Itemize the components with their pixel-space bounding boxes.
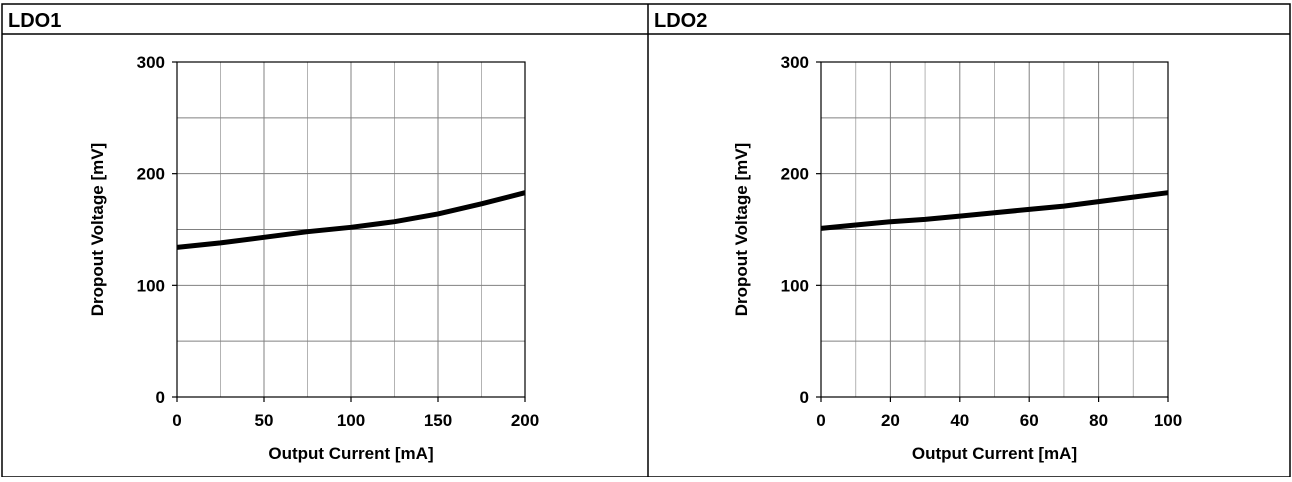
y-tick-label: 300 bbox=[137, 53, 165, 72]
chart-ldo1: 0 50 100 150 200 0 100 200 300 Output Current [mA… bbox=[88, 53, 539, 463]
panel-title-ldo1: LDO1 bbox=[8, 10, 61, 32]
x-tick-label: 20 bbox=[881, 411, 900, 430]
y-tick-label: 200 bbox=[781, 165, 809, 184]
y-tick-label: 100 bbox=[781, 276, 809, 295]
dropout-voltage-line bbox=[176, 190, 526, 250]
plot-area-border bbox=[820, 61, 1169, 398]
x-tick-label: 0 bbox=[816, 411, 825, 430]
x-tick-label: 40 bbox=[950, 411, 969, 430]
y-axis-label: Dropout Voltage [mV] bbox=[88, 143, 107, 316]
chart-ldo2: 0 20 40 60 80 100 0 100 200 300 Output Current [mA… bbox=[732, 53, 1182, 463]
x-axis-label: Output Current [mA] bbox=[912, 444, 1077, 463]
dropout-voltage-line bbox=[820, 190, 1169, 231]
y-tick-label: 100 bbox=[137, 276, 165, 295]
y-tick-label: 0 bbox=[800, 388, 809, 407]
x-tick-label: 60 bbox=[1020, 411, 1039, 430]
x-tick-label: 80 bbox=[1089, 411, 1108, 430]
y-tick-label: 0 bbox=[156, 388, 165, 407]
x-tick-label: 100 bbox=[337, 411, 365, 430]
y-tick-label: 200 bbox=[137, 165, 165, 184]
x-tick-label: 50 bbox=[255, 411, 274, 430]
x-tick-label: 100 bbox=[1154, 411, 1182, 430]
x-tick-label: 150 bbox=[424, 411, 452, 430]
outer-border bbox=[1, 3, 1291, 478]
y-axis-label: Dropout Voltage [mV] bbox=[732, 143, 751, 316]
panel-title-ldo2: LDO2 bbox=[654, 10, 707, 32]
x-axis-label: Output Current [mA] bbox=[268, 444, 433, 463]
y-tick-label: 300 bbox=[781, 53, 809, 72]
x-tick-label: 0 bbox=[172, 411, 181, 430]
x-tick-label: 200 bbox=[511, 411, 539, 430]
